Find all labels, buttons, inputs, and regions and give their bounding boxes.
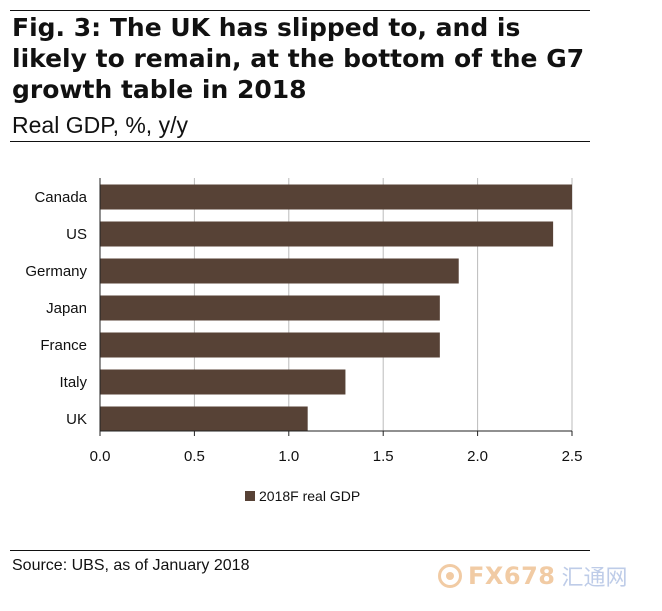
top-rule [10,10,590,11]
x-tick-label: 1.0 [278,448,299,465]
watermark-logo-icon [438,564,462,588]
x-tick-label: 0.0 [90,448,111,465]
watermark: FX678 汇通网 [438,560,628,592]
bar [100,295,440,321]
category-label: France [40,337,87,354]
legend-swatch [245,491,255,501]
bar [100,258,459,284]
watermark-text: FX678 [468,562,556,590]
chart-title: Fig. 3: The UK has slipped to, and is li… [12,13,585,104]
category-label: Japan [46,300,87,317]
watermark-cn-text: 汇通网 [561,566,628,591]
source-note: Source: UBS, as of January 2018 [12,557,250,574]
bar [100,332,440,358]
category-label: Germany [25,263,87,280]
source-rule [10,550,590,551]
bar [100,184,572,210]
category-label: US [66,226,87,243]
bar [100,369,346,395]
bar [100,406,308,432]
chart-subtitle: Real GDP, %, y/y [12,112,188,138]
x-tick-label: 0.5 [184,448,205,465]
category-label: UK [66,411,87,428]
x-tick-label: 2.5 [562,448,583,465]
bar-chart: Canada US Germany Japan France Italy UK 0.0 0.5 1… [25,178,583,504]
subtitle-rule [10,141,590,142]
x-tick-label: 1.5 [373,448,394,465]
x-tick-label: 2.0 [467,448,488,465]
legend-label: 2018F real GDP [259,488,360,504]
bar [100,221,554,247]
category-label: Italy [59,374,87,391]
category-label: Canada [34,189,87,206]
